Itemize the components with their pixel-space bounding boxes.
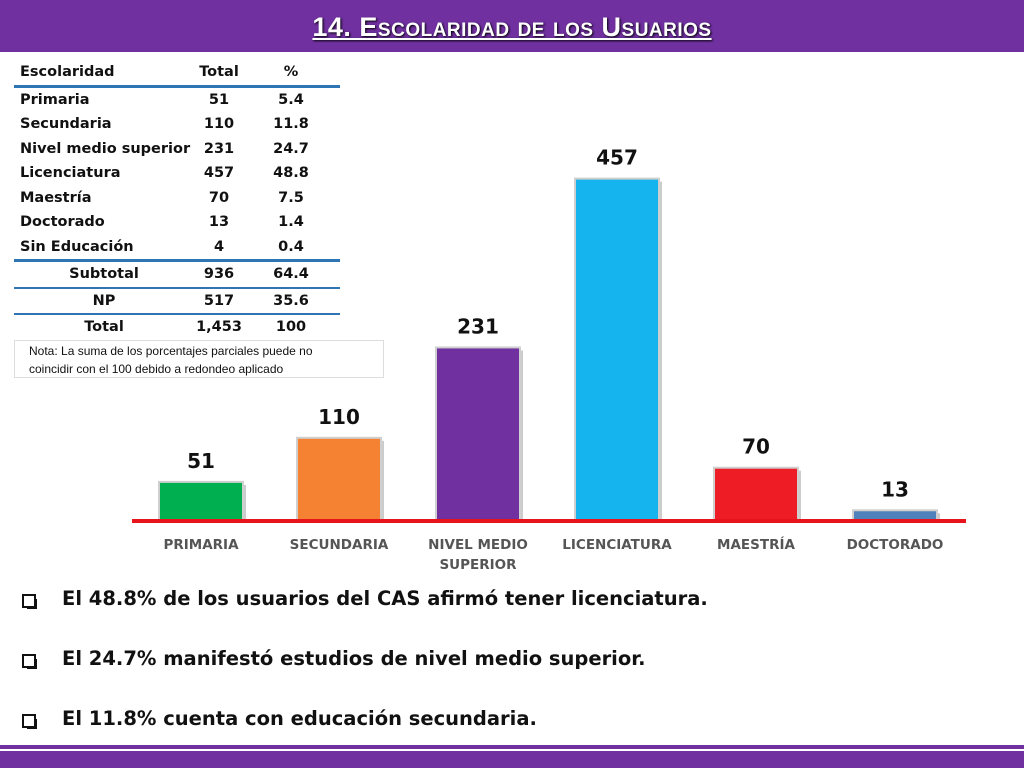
table-row: Nivel medio superior 231 24.7 xyxy=(14,137,340,162)
row-percent: 1.4 xyxy=(278,214,304,230)
row-label: Doctorado xyxy=(20,214,105,230)
row-total: 13 xyxy=(208,214,230,230)
np-percent: 35.6 xyxy=(273,292,309,309)
row-percent: 48.8 xyxy=(273,165,309,181)
data-label: 51 xyxy=(187,449,215,473)
table-header-row: Escolaridad Total % xyxy=(14,60,340,85)
np-label: NP xyxy=(92,292,116,309)
row-label: Secundaria xyxy=(20,116,112,132)
bar-highlight xyxy=(301,440,377,518)
total-percent: 100 xyxy=(275,319,307,335)
table-rule xyxy=(14,259,340,262)
data-label: 110 xyxy=(318,405,360,429)
category-label: DOCTORADO xyxy=(847,537,944,553)
data-label: 70 xyxy=(742,435,770,459)
note-line-1: Nota: La suma de los porcentajes parcial… xyxy=(29,344,313,358)
category-label: NIVEL MEDIO xyxy=(428,537,528,553)
row-label: Primaria xyxy=(20,91,90,108)
row-total: 110 xyxy=(203,116,235,132)
bottom-bar xyxy=(0,745,1024,768)
total-total: 1,453 xyxy=(196,319,242,335)
row-total: 231 xyxy=(203,140,235,157)
category-label: PRIMARIA xyxy=(163,537,239,553)
table-rule xyxy=(14,84,340,88)
checkbox-bullet-icon xyxy=(22,714,37,729)
table-row: Licenciatura 457 48.8 xyxy=(14,161,340,186)
table-rule xyxy=(14,286,340,289)
table-row: Secundaria 110 11.8 xyxy=(14,112,340,137)
subtotal-row: Subtotal 936 64.4 xyxy=(14,262,340,287)
rounding-note: Nota: La suma de los porcentajes parcial… xyxy=(14,340,384,378)
total-label: Total xyxy=(84,319,124,335)
row-total: 4 xyxy=(213,238,225,255)
bullet-text: El 11.8% cuenta con educación secundaria… xyxy=(62,707,537,730)
bullet-text: El 24.7% manifestó estudios de nivel med… xyxy=(62,647,646,670)
row-total: 51 xyxy=(208,91,230,108)
subtotal-label: Subtotal xyxy=(69,266,139,282)
checkbox-bullet-icon xyxy=(22,654,37,669)
bar-highlight xyxy=(440,350,516,518)
data-label: 13 xyxy=(881,477,909,501)
row-percent: 24.7 xyxy=(273,140,309,157)
table-row: Doctorado 13 1.4 xyxy=(14,210,340,235)
subtotal-percent: 64.4 xyxy=(273,266,309,282)
np-row: NP 517 35.6 xyxy=(14,289,340,314)
row-percent: 11.8 xyxy=(273,116,309,132)
row-label: Maestría xyxy=(20,189,92,206)
category-label: SECUNDARIA xyxy=(290,537,389,553)
row-total: 457 xyxy=(203,165,235,181)
bar-highlight xyxy=(163,484,239,518)
np-total: 517 xyxy=(203,292,235,309)
subtotal-total: 936 xyxy=(203,266,235,282)
row-percent: 7.5 xyxy=(278,189,304,206)
bar-highlight xyxy=(718,470,794,518)
category-label: LICENCIATURA xyxy=(562,537,672,553)
row-percent: 5.4 xyxy=(278,91,304,108)
table-row: Sin Educación 4 0.4 xyxy=(14,235,340,260)
checkbox-bullet-icon xyxy=(22,594,37,609)
header-escolaridad: Escolaridad xyxy=(20,64,115,80)
bar-highlight xyxy=(579,181,655,518)
table-rule xyxy=(14,313,340,315)
header-total: Total xyxy=(199,64,239,80)
note-line-2: coincidir con el 100 debido a redondeo a… xyxy=(29,362,284,376)
category-label: MAESTRÍA xyxy=(717,536,795,553)
row-percent: 0.4 xyxy=(278,238,304,255)
table-row: Maestría 70 7.5 xyxy=(14,186,340,211)
data-label: 457 xyxy=(596,146,638,170)
bullet-text: El 48.8% de los usuarios del CAS afirmó … xyxy=(62,587,708,610)
row-label: Licenciatura xyxy=(20,165,121,181)
axis-baseline xyxy=(132,519,966,523)
title-bar xyxy=(0,0,1024,52)
bar-highlight xyxy=(857,513,933,518)
total-row: Total 1,453 100 xyxy=(14,315,340,340)
row-total: 70 xyxy=(208,189,230,206)
table-row: Primaria 51 5.4 xyxy=(14,88,340,113)
category-label: SUPERIOR xyxy=(439,557,517,573)
row-label: Nivel medio superior xyxy=(20,140,191,157)
row-label: Sin Educación xyxy=(20,238,134,255)
header-percent: % xyxy=(283,64,299,80)
slide-title: 14. Escolaridad de los Usuarios xyxy=(312,12,712,42)
data-label: 231 xyxy=(457,314,499,338)
education-table: Escolaridad Total % Primaria 51 5.4 Secu… xyxy=(14,60,340,342)
